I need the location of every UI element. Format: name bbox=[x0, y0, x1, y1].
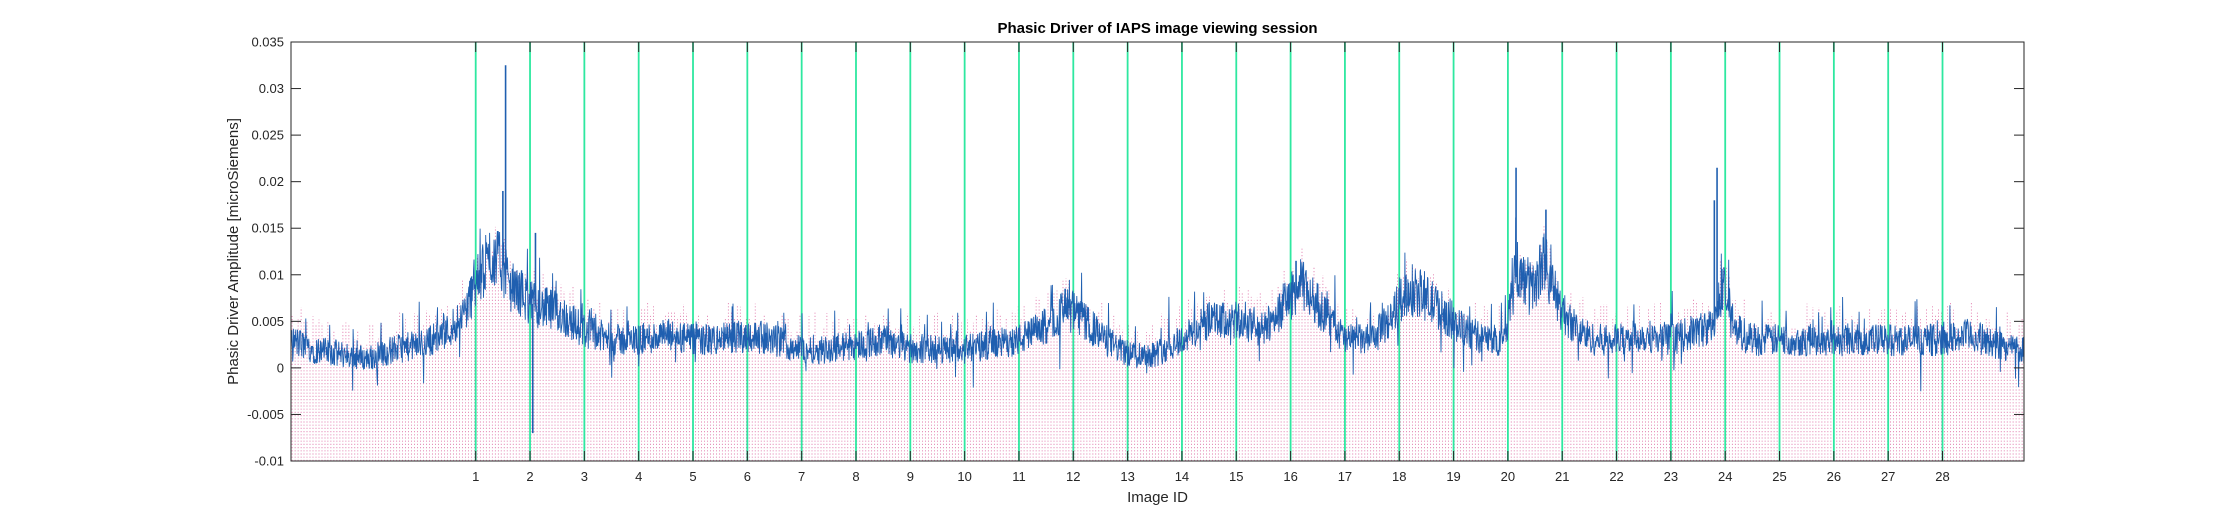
y-axis-ticks: -0.01 -0.005 0 0.005 0.01 0.015 0.02 0.025 0.03 0… bbox=[247, 35, 2024, 469]
x-tick-label: 27 bbox=[1881, 469, 1895, 484]
x-tick-label: 3 bbox=[581, 469, 588, 484]
x-tick-label: 12 bbox=[1066, 469, 1080, 484]
y-tick-label: 0.005 bbox=[251, 314, 284, 329]
x-tick-label: 6 bbox=[744, 469, 751, 484]
y-tick-label: 0.01 bbox=[259, 267, 284, 282]
x-tick-label: 8 bbox=[852, 469, 859, 484]
x-tick-label: 9 bbox=[907, 469, 914, 484]
x-tick-label: 26 bbox=[1827, 469, 1841, 484]
y-tick-label: 0.025 bbox=[251, 128, 284, 143]
x-tick-label: 21 bbox=[1555, 469, 1569, 484]
y-tick-label: 0.015 bbox=[251, 221, 284, 236]
phasic-driver-series bbox=[290, 217, 2025, 392]
x-tick-label: 28 bbox=[1935, 469, 1949, 484]
y-tick-label: 0.03 bbox=[259, 81, 284, 96]
signal-layer bbox=[290, 65, 2025, 434]
x-tick-label: 25 bbox=[1772, 469, 1786, 484]
x-tick-label: 22 bbox=[1609, 469, 1623, 484]
x-tick-label: 7 bbox=[798, 469, 805, 484]
x-tick-label: 1 bbox=[472, 469, 479, 484]
y-tick-label: 0.02 bbox=[259, 174, 284, 189]
y-tick-label: -0.01 bbox=[254, 454, 284, 469]
x-tick-label: 20 bbox=[1501, 469, 1515, 484]
plot-frame bbox=[290, 41, 2025, 462]
onset-layer bbox=[474, 42, 1944, 461]
x-tick-label: 10 bbox=[957, 469, 971, 484]
x-tick-label: 4 bbox=[635, 469, 642, 484]
x-tick-label: 14 bbox=[1175, 469, 1189, 484]
y-tick-label: 0.035 bbox=[251, 35, 284, 50]
x-tick-label: 23 bbox=[1664, 469, 1678, 484]
x-axis-ticks: 1 2 3 4 5 6 7 8 9 10 11 12 13 14 15 16 17 18 19 20 21 22 23 24 2… bbox=[472, 42, 1950, 484]
y-axis-label: Phasic Driver Amplitude [microSiemens] bbox=[225, 118, 242, 385]
chart-title: Phasic Driver of IAPS image viewing sess… bbox=[997, 20, 1317, 37]
x-tick-label: 24 bbox=[1718, 469, 1732, 484]
y-tick-label: -0.005 bbox=[247, 407, 284, 422]
x-tick-label: 18 bbox=[1392, 469, 1406, 484]
x-tick-label: 13 bbox=[1120, 469, 1134, 484]
x-tick-label: 5 bbox=[689, 469, 696, 484]
x-axis-label: Image ID bbox=[1127, 489, 1188, 506]
x-tick-label: 15 bbox=[1229, 469, 1243, 484]
x-tick-label: 17 bbox=[1338, 469, 1352, 484]
x-tick-label: 16 bbox=[1283, 469, 1297, 484]
x-tick-label: 11 bbox=[1012, 469, 1026, 484]
y-tick-label: 0 bbox=[277, 360, 284, 375]
x-tick-label: 19 bbox=[1446, 469, 1460, 484]
x-tick-label: 2 bbox=[526, 469, 533, 484]
